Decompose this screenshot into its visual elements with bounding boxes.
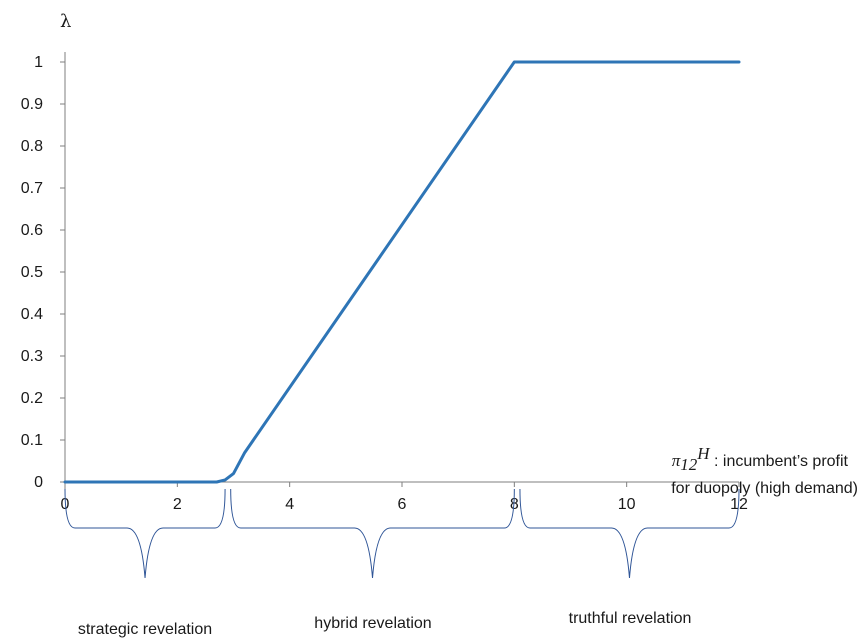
x-tick-label: 2	[173, 496, 182, 513]
series-group	[63, 60, 741, 484]
region-label: truthful revelation	[569, 610, 692, 627]
pi-symbol: π	[672, 451, 681, 470]
x-tick-labels: 0 2 4 6 8 10 12	[61, 496, 748, 513]
y-axis-label: λ	[60, 11, 71, 32]
region-label: hybrid revelation	[314, 615, 431, 632]
y-tick-label: 1	[34, 54, 43, 71]
x-tick-label: 10	[618, 496, 636, 513]
y-tick-labels: 0 0.1 0.2 0.3 0.4 0.5 0.6 0.7 0.8 0.9 1	[21, 54, 43, 491]
x-tick-label: 6	[398, 496, 407, 513]
x-axis-annotation: π12H : incumbent’s profit for duopoly (h…	[671, 444, 858, 497]
series-line	[63, 60, 741, 484]
y-tick-label: 0.8	[21, 138, 43, 155]
region-label: strategic revelation	[78, 621, 212, 638]
region-brace	[230, 488, 515, 579]
x-tick-label: 8	[510, 496, 519, 513]
region-brace	[64, 488, 226, 579]
axes	[60, 52, 740, 491]
x-axis-annotation-text: : incumbent’s profit	[710, 453, 849, 470]
y-tick-label: 0.2	[21, 390, 43, 407]
x-axis-annotation-line1: π12H : incumbent’s profit	[672, 444, 849, 474]
pi-superscript: H	[696, 444, 711, 463]
y-tick-label: 0.9	[21, 96, 43, 113]
x-tick-label: 4	[285, 496, 294, 513]
x-axis-annotation-line2: for duopoly (high demand)	[671, 480, 858, 497]
x-tick-label: 12	[730, 496, 748, 513]
y-tick-label: 0.5	[21, 264, 43, 281]
y-tick-label: 0	[34, 474, 43, 491]
y-tick-label: 0.3	[21, 348, 43, 365]
y-tick-label: 0.1	[21, 432, 43, 449]
region-braces: strategic revelation hybrid revelation tru…	[64, 488, 740, 638]
region-brace	[519, 488, 740, 579]
y-tick-label: 0.4	[21, 306, 43, 323]
y-tick-label: 0.6	[21, 222, 43, 239]
pi-subscript: 12	[680, 455, 698, 474]
y-tick-label: 0.7	[21, 180, 43, 197]
